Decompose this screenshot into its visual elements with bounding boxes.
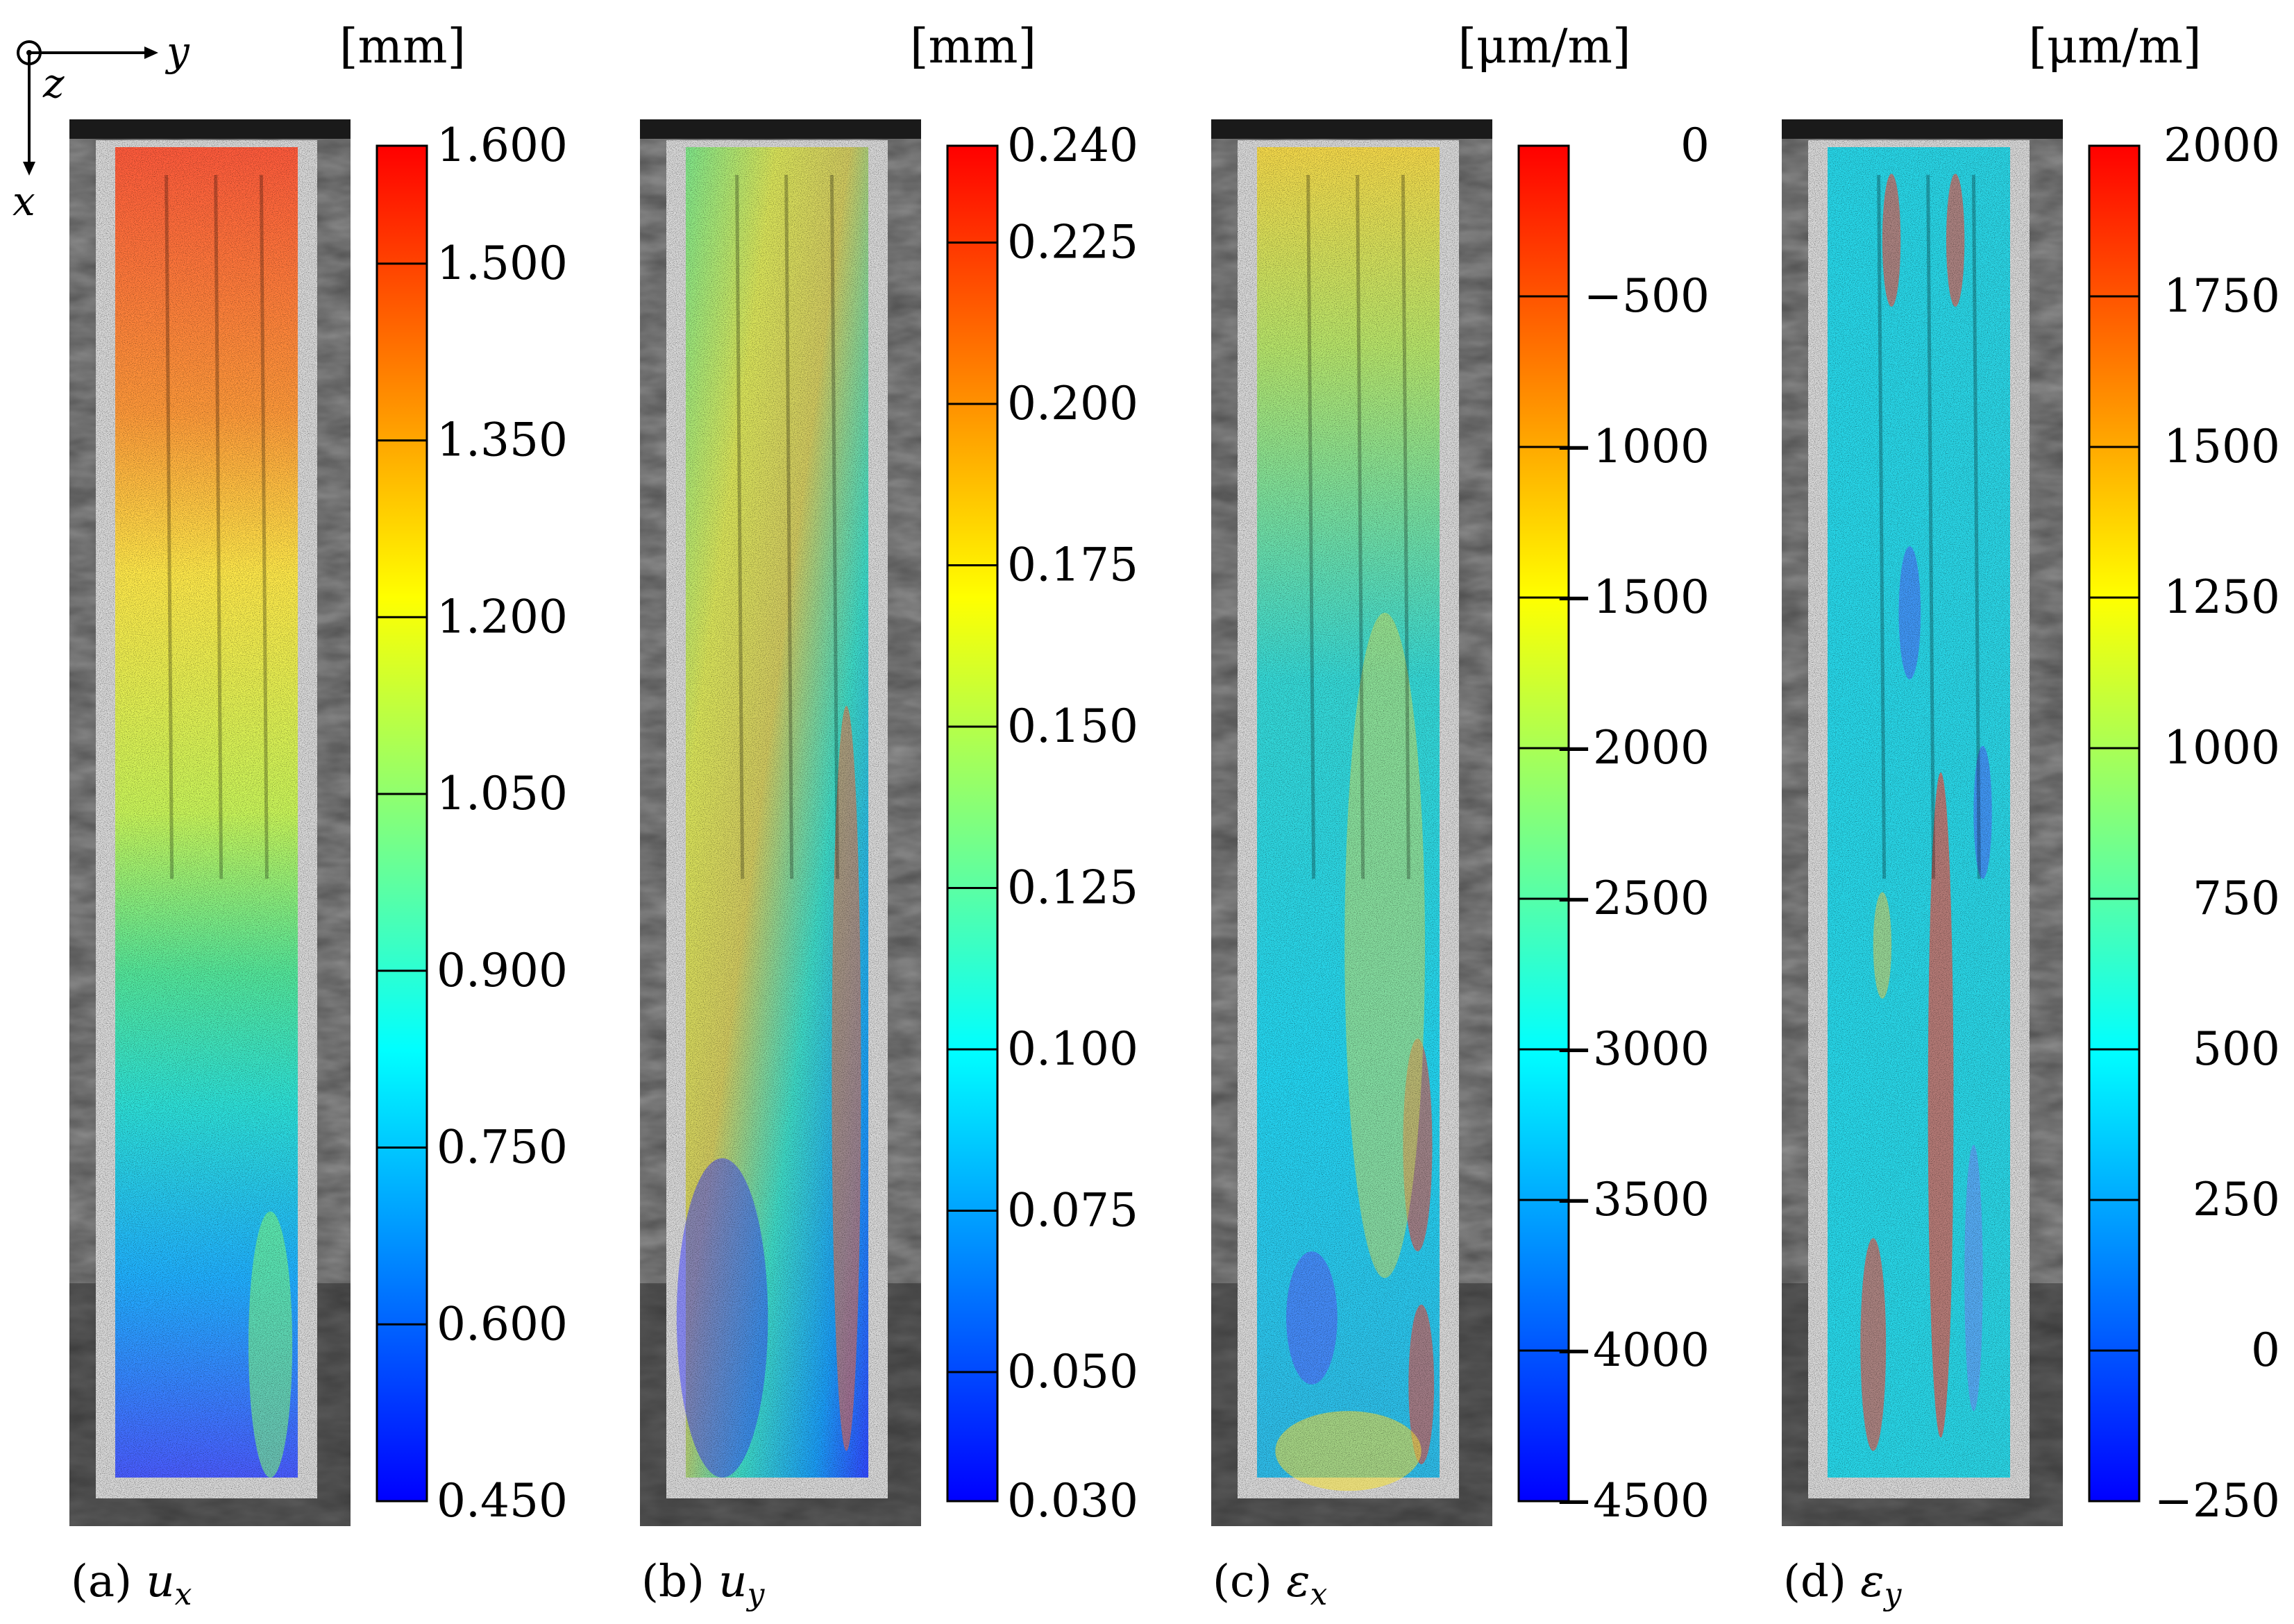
colorbar-tick-label: 1250 xyxy=(2164,570,2280,624)
colorbar-tick-label: −1500 xyxy=(1555,570,1710,624)
colorbar xyxy=(1517,144,1570,1503)
unit-label: [μm/m] xyxy=(2028,19,2201,74)
panel-caption: (c) εx xyxy=(1213,1556,1327,1612)
caption-symbol: u xyxy=(718,1556,747,1607)
colorbar-tick-label: 1750 xyxy=(2164,269,2280,323)
caption-prefix: (a) xyxy=(71,1556,146,1607)
colorbar-tick-label: −1000 xyxy=(1555,420,1710,473)
z-axis-label: z xyxy=(42,60,65,107)
colorbar-tick-label: −4500 xyxy=(1555,1474,1710,1528)
specimen-groove xyxy=(259,174,269,879)
caption-subscript: x xyxy=(175,1577,192,1612)
specimen-groove xyxy=(784,174,794,879)
panel-caption: (b) uy xyxy=(641,1556,765,1612)
caption-subscript: y xyxy=(745,1577,765,1612)
colorbar-tick-label: 0.750 xyxy=(437,1121,568,1174)
caption-subscript: y xyxy=(1883,1577,1903,1612)
colorbar-tick-label: −500 xyxy=(1584,269,1710,323)
field-speckle xyxy=(686,147,868,1478)
colorbar-tick-label: 1.600 xyxy=(437,119,568,172)
specimen-groove xyxy=(829,174,839,879)
colorbar-tick-label: −4000 xyxy=(1555,1323,1710,1377)
specimen-groove xyxy=(1971,174,1981,879)
caption-prefix: (d) xyxy=(1783,1556,1860,1607)
colorbar-tick-label: 500 xyxy=(2193,1022,2280,1076)
colorbar xyxy=(946,144,999,1503)
colorbar-tick-label: 0.100 xyxy=(1007,1022,1138,1076)
caption-symbol: ε xyxy=(1860,1556,1884,1607)
colorbar-tick-label: −250 xyxy=(2154,1474,2280,1528)
colorbar-tick-label: 0.600 xyxy=(437,1297,568,1351)
specimen-groove xyxy=(1877,174,1887,879)
colorbar xyxy=(2088,144,2141,1503)
colorbar-tick-label: 250 xyxy=(2193,1173,2280,1226)
colorbar-tick-label: 0.075 xyxy=(1007,1184,1138,1237)
panel-caption: (a) ux xyxy=(71,1556,192,1612)
unit-label: [mm] xyxy=(910,19,1036,74)
colorbar-tick-label: 1.350 xyxy=(437,414,568,467)
field-speckle xyxy=(1257,147,1440,1478)
caption-prefix: (b) xyxy=(641,1556,718,1607)
colorbar-tick-label: −3500 xyxy=(1555,1173,1710,1226)
colorbar-tick-label: 0.240 xyxy=(1007,119,1138,172)
panel-a-ux: 1.600 1.500 1.350 1.200 1.050 0.900 0.750 0.600… xyxy=(69,19,568,1612)
colorbar-tick-label: 1000 xyxy=(2164,721,2280,775)
specimen-groove xyxy=(214,174,224,879)
coordinate-system-indicator: y z x xyxy=(12,28,190,225)
x-axis-label: x xyxy=(12,178,35,225)
colorbar-tick-label: 750 xyxy=(2193,872,2280,925)
specimen-groove xyxy=(735,174,745,879)
caption-prefix: (c) xyxy=(1213,1556,1286,1607)
caption-subscript: x xyxy=(1310,1577,1327,1612)
x-axis-arrow-head-icon xyxy=(23,162,35,176)
colorbar-tick-label: 1.200 xyxy=(437,590,568,643)
colorbar-tick-label: 0.125 xyxy=(1007,861,1138,915)
y-axis-label: y xyxy=(165,28,190,75)
colorbar-tick-label: 1500 xyxy=(2164,420,2280,473)
colorbar-tick-label: 0.050 xyxy=(1007,1345,1138,1398)
field-speckle xyxy=(1828,147,2010,1478)
colorbar xyxy=(376,144,428,1503)
colorbar-tick-label: −3000 xyxy=(1555,1022,1710,1076)
panel-caption: (d) εy xyxy=(1783,1556,1903,1612)
specimen-groove xyxy=(165,174,174,879)
colorbar-tick-label: 1.050 xyxy=(437,767,568,820)
colorbar-tick-label: 0.150 xyxy=(1007,700,1138,753)
specimen-groove xyxy=(1926,174,1936,879)
clamp-top xyxy=(69,119,351,139)
colorbar-tick-label: −2000 xyxy=(1555,721,1710,775)
clamp-top xyxy=(640,119,921,139)
caption-symbol: ε xyxy=(1286,1556,1310,1607)
y-axis-arrow-head-icon xyxy=(144,46,158,59)
colorbar-tick-label: 0 xyxy=(1680,119,1710,172)
specimen-groove xyxy=(1401,174,1410,879)
clamp-top xyxy=(1782,119,2063,139)
field-speckle xyxy=(115,147,298,1478)
caption-symbol: u xyxy=(146,1556,174,1607)
colorbar-tick-label: −2500 xyxy=(1555,872,1710,925)
panel-d-epsilon-y: 2000 1750 1500 1250 1000 750 500 250 0 −250 [μm/m]… xyxy=(1782,19,2280,1612)
colorbar-tick-label: 0.900 xyxy=(437,944,568,997)
unit-label: [mm] xyxy=(339,19,466,74)
colorbar-tick-label: 0.030 xyxy=(1007,1474,1138,1528)
colorbar-tick-label: 0 xyxy=(2251,1323,2280,1377)
unit-label: [μm/m] xyxy=(1458,19,1630,74)
colorbar-tick-label: 0.175 xyxy=(1007,539,1138,592)
colorbar-tick-label: 0.200 xyxy=(1007,377,1138,430)
specimen-groove xyxy=(1306,174,1316,879)
colorbar-tick-label: 0.225 xyxy=(1007,216,1138,269)
panel-b-uy: 0.240 0.225 0.200 0.175 0.150 0.125 0.100 0.075… xyxy=(640,19,1138,1612)
colorbar-tick-label: 1.500 xyxy=(437,237,568,290)
panel-c-epsilon-x: 0 −500 −1000 −1500 −2000 −2500 −3000 −3500 −4000… xyxy=(1211,19,1710,1612)
colorbar-tick-label: 2000 xyxy=(2164,119,2280,172)
specimen-groove xyxy=(1356,174,1365,879)
clamp-top xyxy=(1211,119,1492,139)
colorbar-tick-label: 0.450 xyxy=(437,1474,568,1528)
